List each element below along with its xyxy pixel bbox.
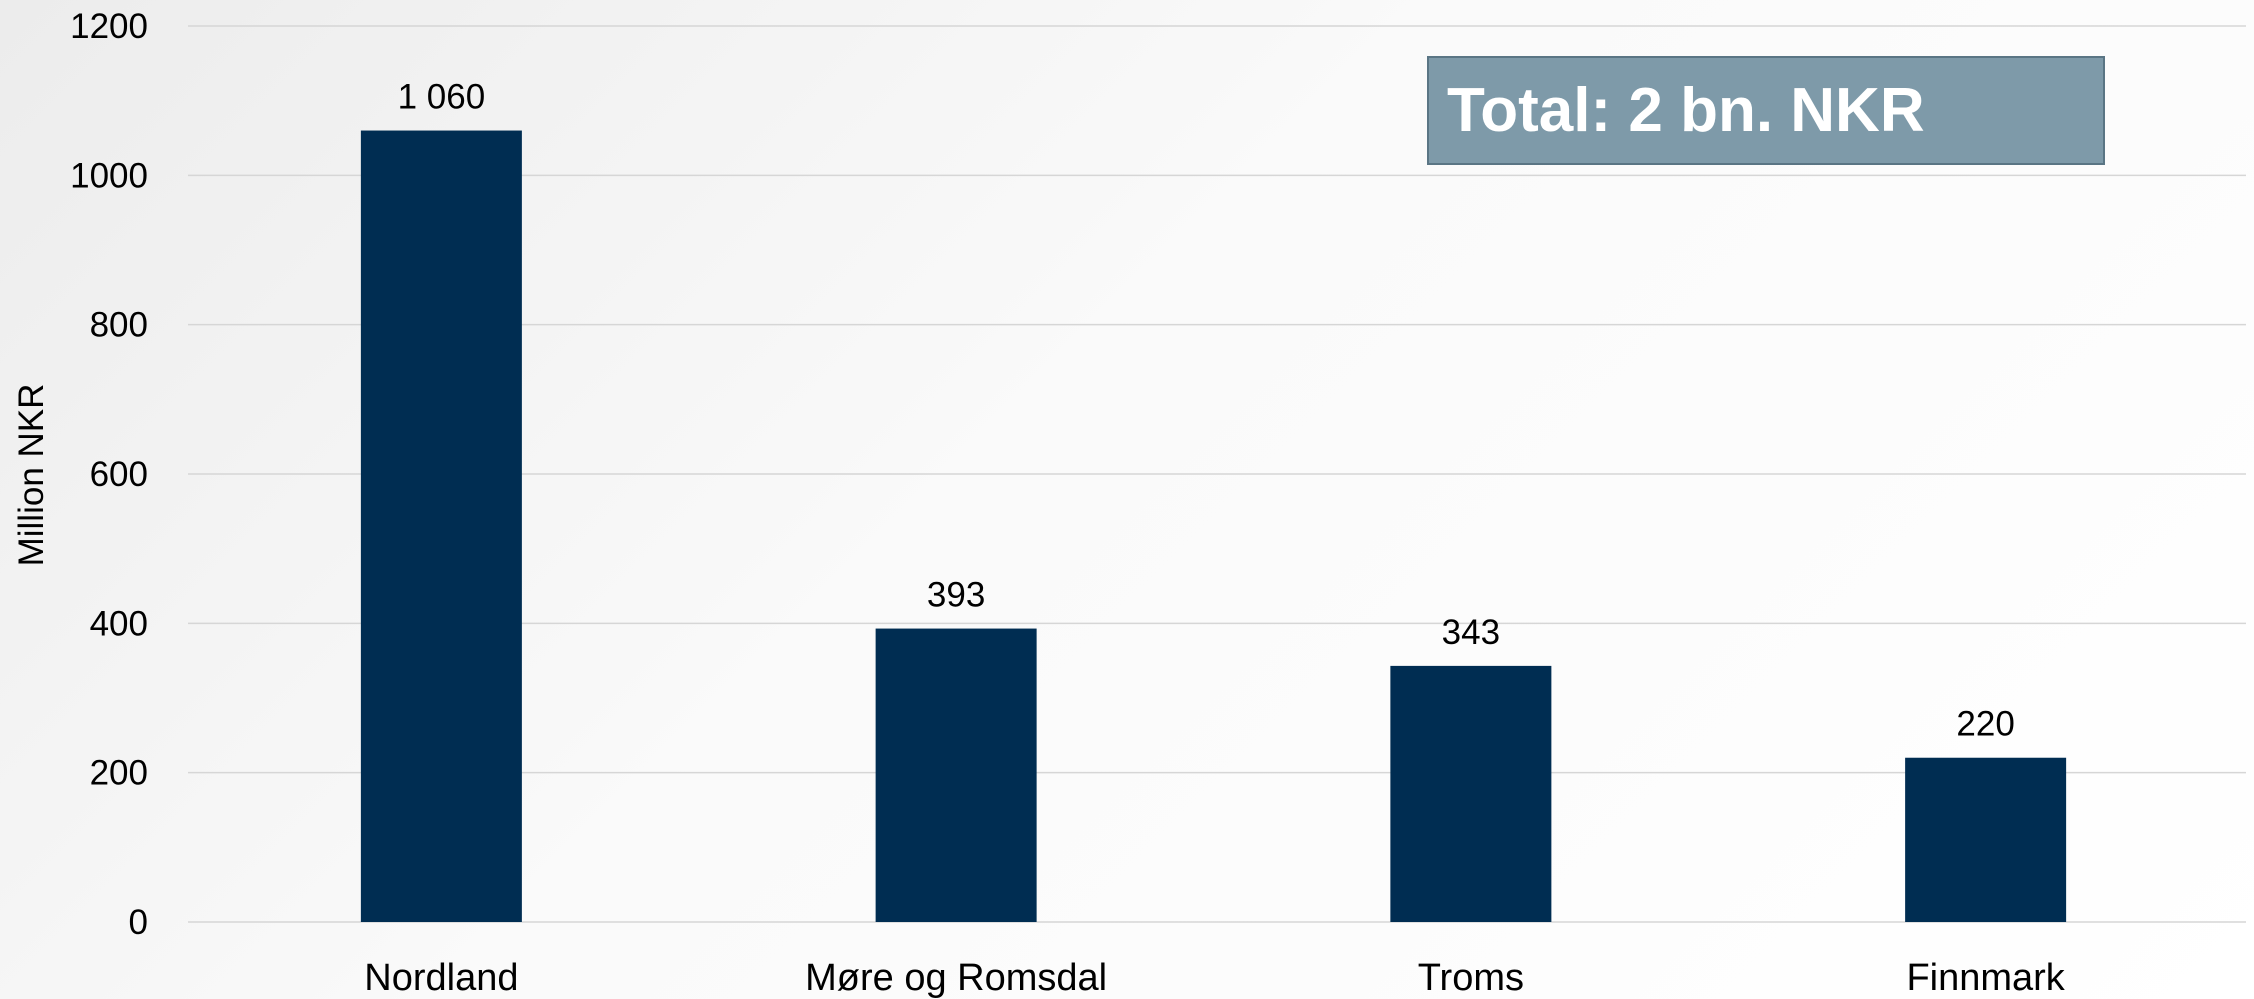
bar-value-label: 220 [1956, 705, 2014, 744]
x-axis-categories: Nordland Møre og Romsdal Troms Finnmark [364, 957, 2066, 999]
x-category-label: Møre og Romsdal [805, 957, 1107, 999]
data-labels: 1 060 393 343 220 [398, 78, 2015, 744]
total-annotation-text: Total: 2 bn. NKR [1447, 76, 1925, 145]
y-tick-label: 200 [90, 754, 148, 793]
bar [875, 628, 1037, 922]
total-annotation-box: Total: 2 bn. NKR [1427, 56, 2105, 165]
y-axis-title: Million NKR [12, 384, 51, 567]
bar-value-label: 393 [927, 576, 985, 615]
x-category-label: Nordland [364, 957, 518, 999]
gridlines [188, 25, 2246, 923]
x-category-label: Finnmark [1906, 957, 2065, 999]
bar [1390, 665, 1552, 922]
y-tick-label: 800 [90, 306, 148, 345]
y-tick-label: 1200 [70, 7, 148, 46]
y-tick-label: 1000 [70, 156, 148, 195]
y-tick-label: 0 [129, 903, 148, 942]
bar [360, 130, 522, 923]
bars [360, 130, 2067, 923]
bar-value-label: 343 [1442, 613, 1500, 652]
y-tick-label: 600 [90, 455, 148, 494]
bar-value-label: 1 060 [398, 78, 486, 117]
y-axis-ticks: 0 200 400 600 800 1000 1200 [70, 7, 148, 942]
x-category-label: Troms [1418, 957, 1524, 999]
bar [1905, 757, 2067, 922]
y-tick-label: 400 [90, 604, 148, 643]
